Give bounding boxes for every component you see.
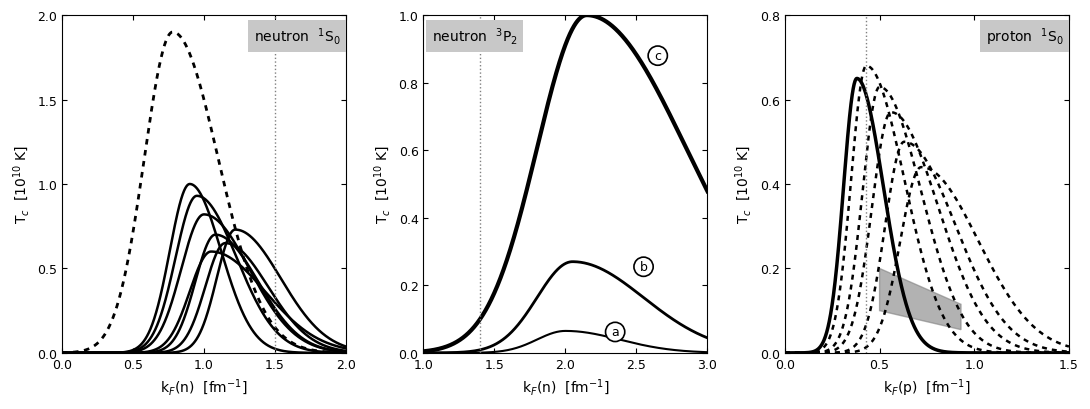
X-axis label: k$_F$(n)  [fm$^{-1}$]: k$_F$(n) [fm$^{-1}$] (522, 376, 609, 397)
Y-axis label: T$_c$  [10$^{10}$ K]: T$_c$ [10$^{10}$ K] (11, 145, 32, 224)
Text: proton  $^1$S$_0$: proton $^1$S$_0$ (985, 26, 1063, 48)
Text: a: a (611, 326, 619, 339)
X-axis label: k$_F$(p)  [fm$^{-1}$]: k$_F$(p) [fm$^{-1}$] (883, 376, 971, 398)
Text: neutron  $^1$S$_0$: neutron $^1$S$_0$ (254, 26, 340, 47)
Polygon shape (880, 269, 961, 330)
Text: b: b (640, 261, 647, 274)
Text: neutron  $^3$P$_2$: neutron $^3$P$_2$ (432, 26, 518, 47)
X-axis label: k$_F$(n)  [fm$^{-1}$]: k$_F$(n) [fm$^{-1}$] (160, 376, 247, 397)
Y-axis label: T$_c$  [10$^{10}$ K]: T$_c$ [10$^{10}$ K] (734, 145, 754, 224)
Text: c: c (654, 50, 662, 63)
Y-axis label: T$_c$  [10$^{10}$ K]: T$_c$ [10$^{10}$ K] (373, 145, 393, 224)
